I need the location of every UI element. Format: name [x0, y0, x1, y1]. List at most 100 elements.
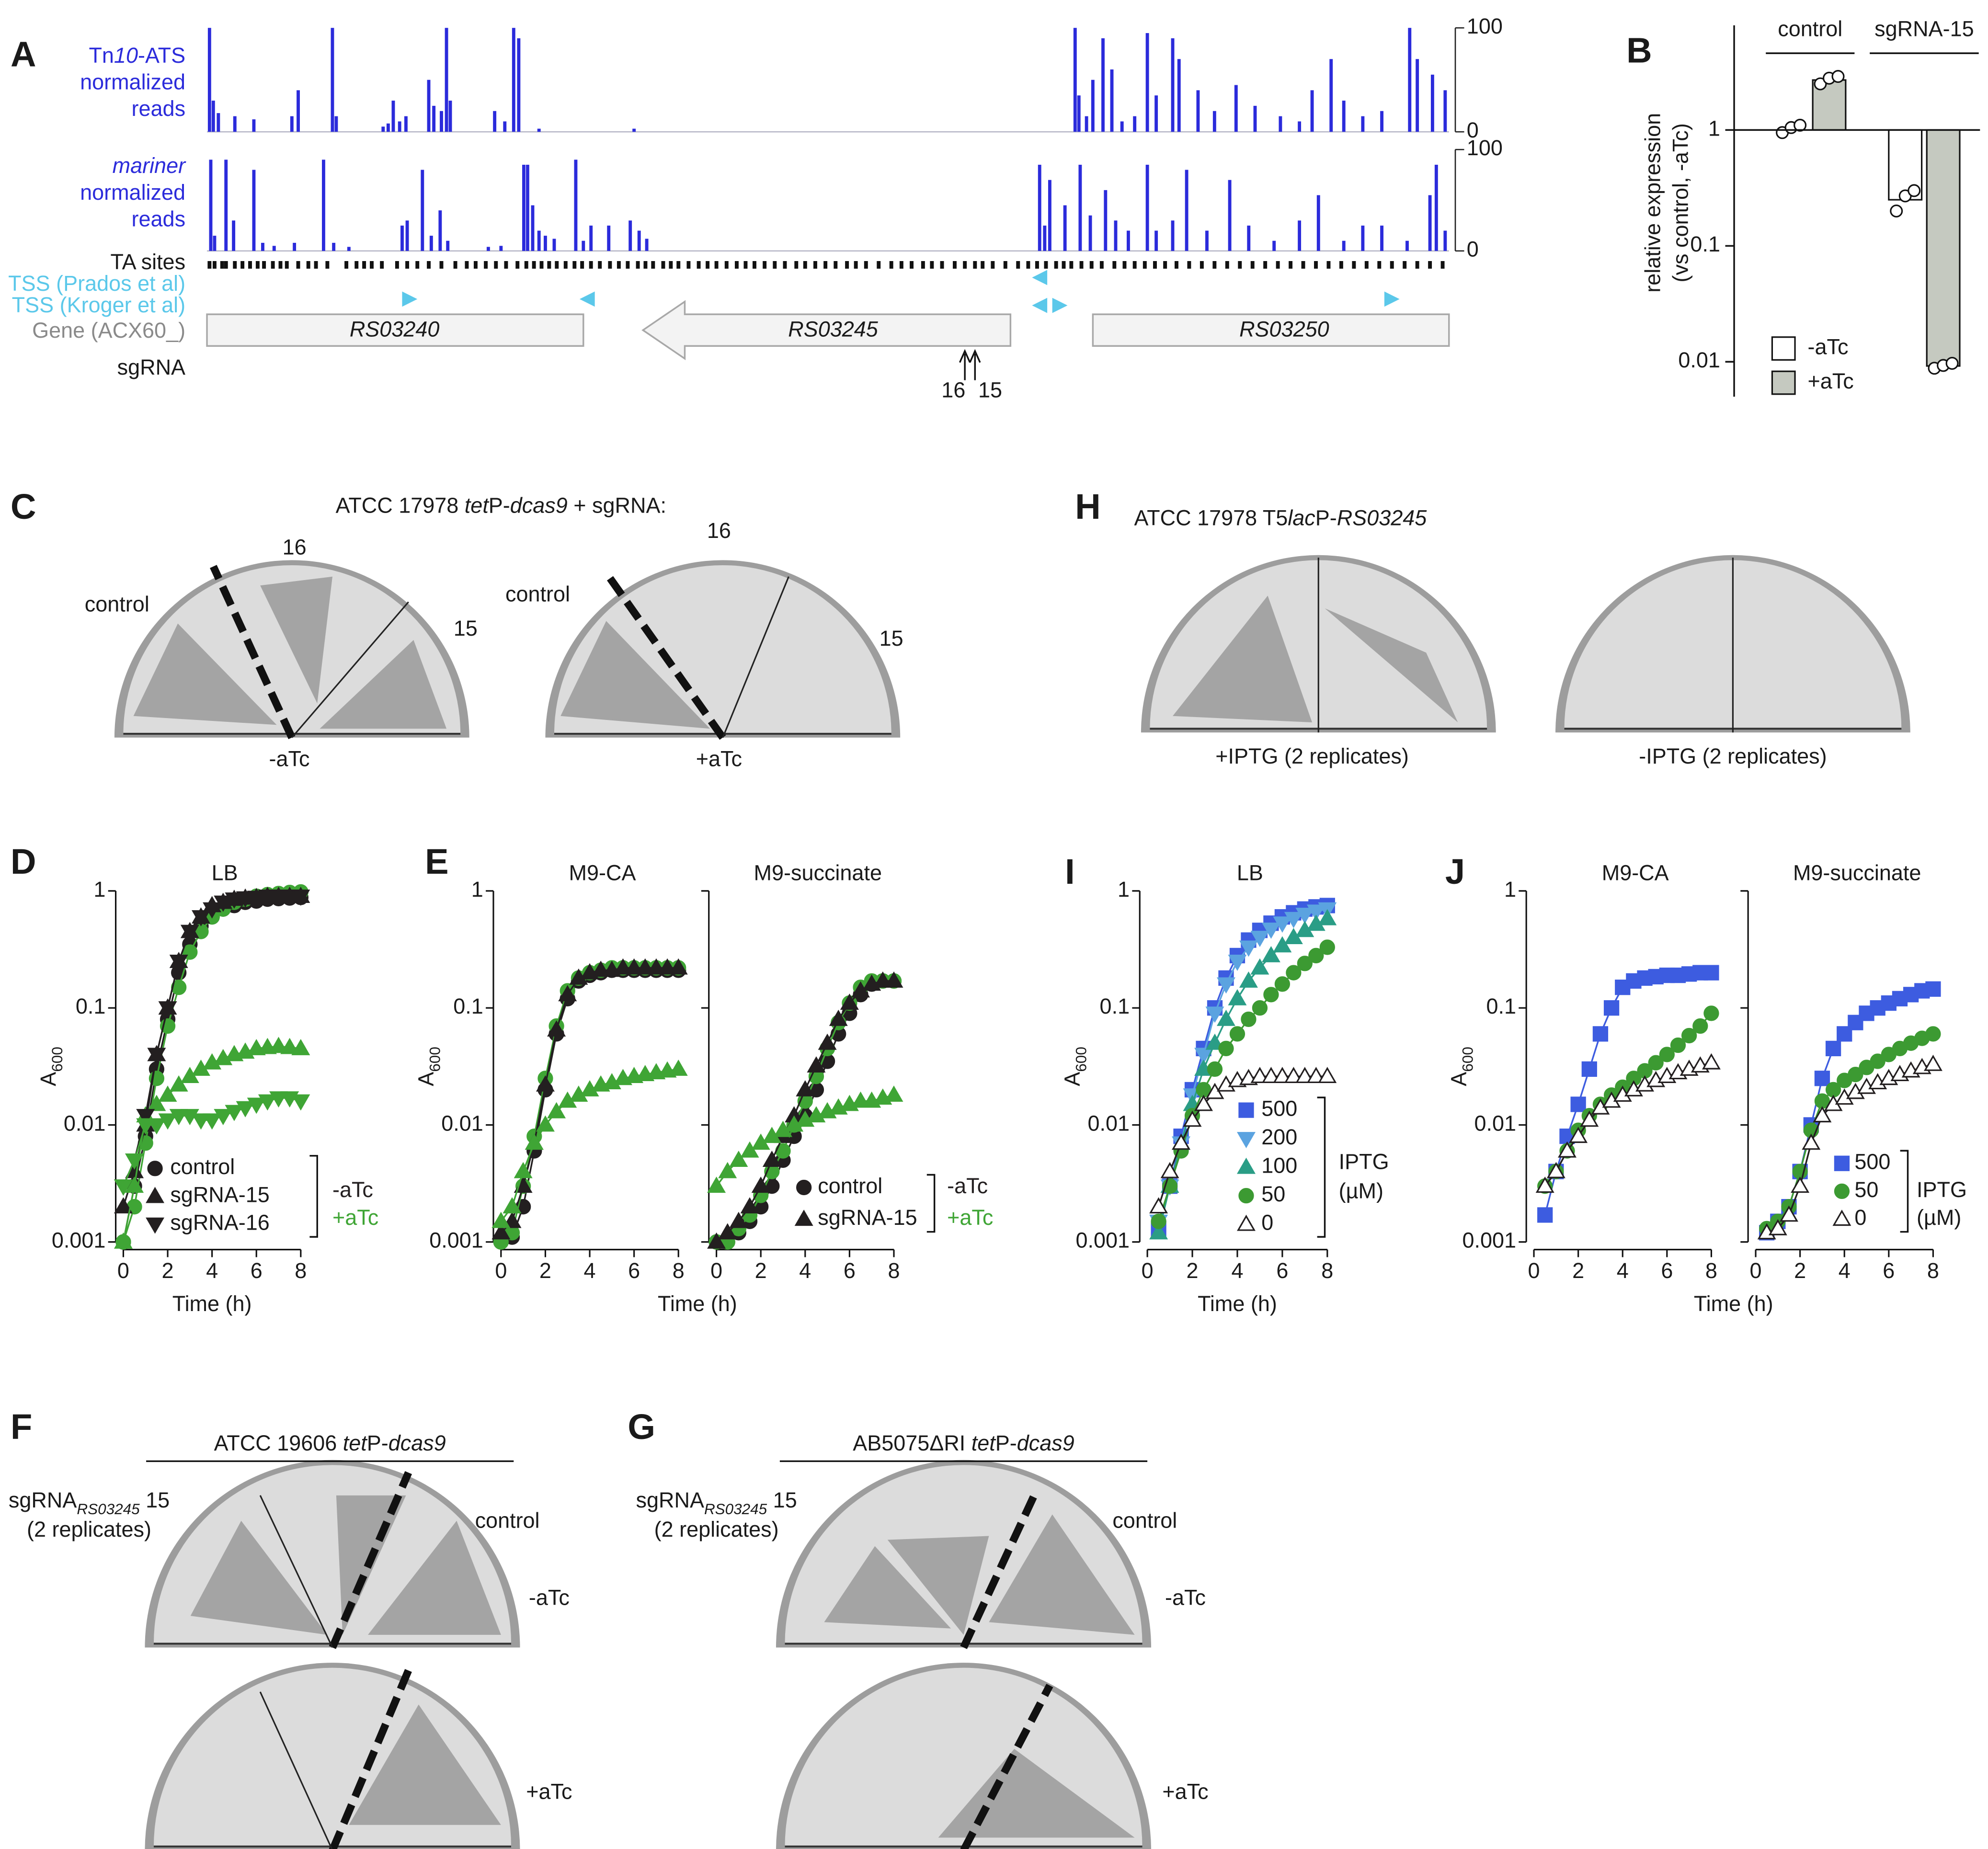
panel-label: H	[1075, 487, 1100, 526]
read-bar	[1077, 95, 1081, 132]
data-point	[1273, 916, 1292, 933]
read-bar	[522, 164, 526, 251]
data-point	[1239, 971, 1258, 988]
y-tick-label: 0.001	[429, 1228, 483, 1253]
read-bar	[1329, 59, 1333, 132]
data-point	[751, 1176, 770, 1193]
read-bar	[1154, 95, 1158, 132]
data-point	[740, 1197, 759, 1214]
x-tick-label: 6	[844, 1258, 856, 1283]
y-axis-label: A600	[1060, 1047, 1090, 1086]
read-bar	[1316, 195, 1320, 251]
ta-site	[532, 261, 536, 269]
read-bar	[272, 246, 276, 251]
data-point	[1149, 1197, 1168, 1214]
plate-label: (2 replicates)	[27, 1517, 151, 1541]
legend-condition: +aTc	[332, 1205, 378, 1230]
ta-site	[651, 261, 655, 269]
ta-site	[212, 261, 217, 269]
read-bar	[290, 116, 294, 132]
ta-site	[1044, 261, 1048, 269]
read-bar	[1342, 101, 1346, 132]
panel-label: A	[11, 34, 36, 74]
data-point	[1217, 977, 1235, 994]
read-bar	[1063, 205, 1067, 251]
ta-site	[362, 261, 366, 269]
ta-site	[598, 261, 602, 269]
y-tick-label: 1	[1504, 877, 1516, 902]
read-bar	[252, 170, 256, 251]
tss-marker	[579, 291, 595, 307]
plate-title-part: ATCC 19606	[214, 1431, 343, 1455]
read-bar	[1196, 90, 1200, 132]
read-bar	[645, 239, 649, 251]
track-label: reads	[132, 96, 185, 121]
read-bar	[1443, 90, 1447, 132]
plate-label: control	[85, 592, 149, 616]
legend-marker	[1237, 1214, 1256, 1231]
ta-site	[370, 261, 374, 269]
track-label-part: mariner	[113, 153, 186, 178]
data-point	[1825, 1040, 1841, 1057]
divider	[722, 576, 789, 738]
data-point	[491, 1223, 511, 1240]
read-bar	[217, 113, 220, 132]
data-point	[491, 1211, 511, 1228]
y-tick-label: 1	[93, 877, 105, 902]
read-bar	[331, 28, 334, 132]
x-tick-label: 8	[1927, 1258, 1939, 1283]
ta-site	[1212, 261, 1217, 269]
read-bar	[209, 160, 213, 251]
data-point	[669, 958, 688, 975]
data-point	[1274, 976, 1291, 992]
plate-title-part: P-	[1315, 506, 1337, 530]
tss-label: TSS (Prados et al)	[8, 271, 185, 296]
read-bar	[347, 247, 351, 251]
legend-label: 500	[1261, 1096, 1297, 1120]
x-tick-label: 2	[162, 1258, 174, 1283]
panel-label: J	[1445, 852, 1465, 891]
subplot-title: M9-CA	[1602, 860, 1669, 885]
ta-site	[547, 261, 551, 269]
read-bar	[334, 116, 338, 132]
plate-title: AB5075ΔRI tetP-dcas9	[853, 1431, 1074, 1455]
legend-marker	[796, 1179, 812, 1196]
divider	[259, 1691, 333, 1849]
y-tick-label: 0.01	[1678, 348, 1720, 372]
data-point	[729, 1211, 748, 1228]
read-bar	[427, 80, 431, 132]
y-tick-label: 0.001	[1076, 1228, 1130, 1253]
legend-swatch	[1771, 370, 1796, 395]
read-bar	[1416, 59, 1419, 132]
y-tick-label: 0.01	[1474, 1111, 1516, 1135]
data-point	[873, 971, 892, 988]
data-point	[280, 890, 299, 906]
divider	[291, 601, 409, 738]
data-point	[669, 1059, 688, 1076]
legend-group-label: (µM)	[1917, 1205, 1961, 1230]
data-point	[707, 1176, 726, 1193]
read-bar	[445, 28, 448, 132]
read-bar	[1380, 111, 1384, 132]
data-point	[1670, 1037, 1686, 1053]
data-point	[1318, 1067, 1337, 1084]
legend-label: 50	[1854, 1177, 1878, 1202]
plate-label: +aTc	[696, 746, 742, 771]
legend-label: 50	[1261, 1182, 1285, 1206]
ta-site	[1187, 261, 1191, 269]
read-bar	[1126, 230, 1130, 251]
x-tick-label: 6	[628, 1258, 640, 1283]
read-bar	[1154, 230, 1158, 251]
data-point	[1205, 1006, 1224, 1023]
ta-site	[1339, 261, 1343, 269]
ta-site	[1054, 261, 1058, 269]
ta-site	[794, 261, 799, 269]
ta-site	[1403, 261, 1407, 269]
x-tick-label: 0	[710, 1258, 722, 1283]
read-bar	[398, 121, 401, 132]
read-bar	[1234, 85, 1238, 132]
ta-site	[1428, 261, 1432, 269]
x-tick-label: 8	[295, 1258, 307, 1283]
track-label-part: reads	[132, 96, 185, 121]
ta-site	[453, 261, 457, 269]
